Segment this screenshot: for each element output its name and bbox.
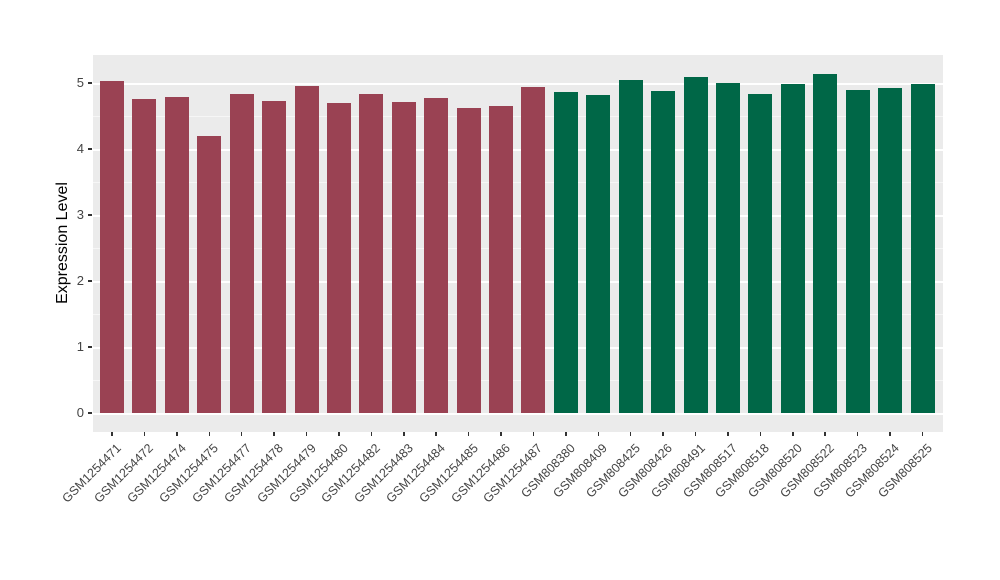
x-tick-mark (500, 432, 502, 436)
x-tick-mark (629, 432, 632, 436)
x-tick-mark (273, 432, 275, 436)
x-tick-mark (759, 432, 762, 436)
major-gridline (93, 413, 943, 415)
bar-GSM808491 (683, 77, 708, 413)
x-tick-mark (532, 432, 535, 436)
plot-area (93, 55, 943, 432)
bar-GSM1254484 (424, 97, 449, 413)
major-gridline (93, 149, 943, 151)
x-tick-mark (694, 432, 697, 436)
bar-GSM808523 (845, 90, 870, 413)
x-tick-mark (727, 432, 729, 436)
y-tick-label: 4 (76, 141, 84, 156)
x-tick-mark (143, 432, 146, 436)
x-tick-mark (403, 432, 405, 436)
bar-GSM808517 (715, 83, 740, 413)
major-gridline (93, 215, 943, 217)
x-tick-mark (435, 432, 437, 436)
bar-GSM808522 (813, 73, 838, 413)
bar-GSM808425 (618, 80, 643, 413)
minor-gridline (93, 116, 943, 117)
major-gridline (93, 347, 943, 349)
x-tick-mark (889, 432, 891, 436)
x-tick-mark (305, 432, 308, 436)
x-tick-mark (111, 432, 113, 436)
x-tick-mark (921, 432, 924, 436)
bar-GSM1254487 (521, 86, 546, 413)
bar-GSM808520 (780, 84, 805, 413)
minor-gridline (93, 380, 943, 381)
x-tick-mark (370, 432, 373, 436)
y-tick-mark (88, 412, 92, 414)
bar-GSM1254483 (391, 102, 416, 413)
bar-GSM1254486 (489, 106, 514, 413)
y-tick-label: 0 (76, 405, 84, 420)
bar-GSM1254474 (164, 96, 189, 413)
bar-GSM808409 (586, 94, 611, 413)
y-tick-label: 1 (76, 339, 84, 354)
bar-GSM808426 (651, 90, 676, 413)
bar-GSM1254477 (229, 94, 254, 413)
bar-GSM1254475 (197, 135, 222, 413)
major-gridline (93, 281, 943, 283)
minor-gridline (93, 314, 943, 315)
x-tick-mark (856, 432, 859, 436)
minor-gridline (93, 182, 943, 183)
x-tick-mark (824, 432, 826, 436)
x-tick-mark (240, 432, 243, 436)
y-tick-mark (88, 280, 92, 282)
bar-GSM1254485 (456, 108, 481, 413)
y-tick-mark (88, 148, 92, 150)
x-tick-mark (792, 432, 794, 436)
y-tick-mark (88, 82, 92, 84)
bar-GSM808518 (748, 94, 773, 413)
x-tick-mark (467, 432, 470, 436)
x-tick-mark (565, 432, 567, 436)
bar-GSM1254472 (132, 98, 157, 413)
x-tick-mark (208, 432, 210, 436)
bar-GSM808525 (910, 84, 935, 413)
y-tick-mark (88, 214, 92, 216)
minor-gridline (93, 248, 943, 249)
y-tick-label: 3 (76, 207, 84, 222)
x-tick-mark (662, 432, 664, 436)
y-tick-mark (88, 346, 92, 348)
major-gridline (93, 83, 943, 85)
bar-GSM808380 (553, 91, 578, 413)
x-tick-mark (338, 432, 340, 436)
x-tick-mark (176, 432, 178, 436)
bar-GSM808524 (878, 87, 903, 413)
bar-GSM1254482 (359, 93, 384, 413)
bar-GSM1254480 (326, 102, 351, 413)
bar-GSM1254479 (294, 86, 319, 413)
bar-GSM1254478 (262, 100, 287, 413)
bar-GSM1254471 (100, 81, 124, 413)
y-tick-label: 2 (76, 273, 84, 288)
y-tick-label: 5 (76, 75, 84, 90)
x-tick-mark (597, 432, 600, 436)
